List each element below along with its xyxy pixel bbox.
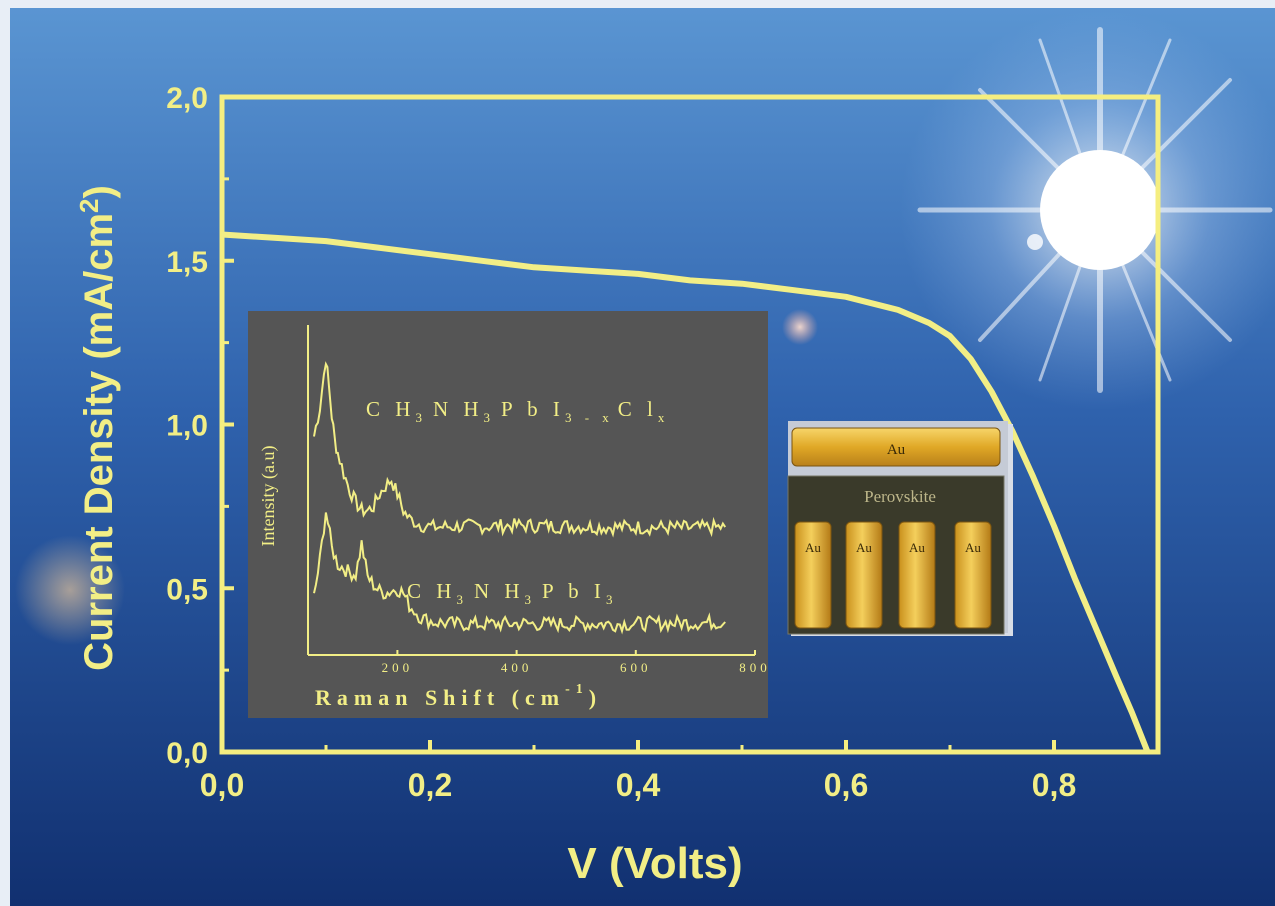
au-label-2: Au bbox=[856, 540, 872, 555]
main-y-tick-label: 0,0 bbox=[166, 737, 208, 770]
device-schematic: Au Perovskite Au Au Au Au bbox=[787, 421, 1013, 636]
au-label-3: Au bbox=[909, 540, 925, 555]
main-y-axis-label: Current Density (mA/cm2) bbox=[74, 185, 121, 671]
lbl-cl-4: P b I bbox=[501, 397, 565, 421]
inset-x-axis-label: Raman Shift (cm-1) bbox=[315, 682, 602, 710]
main-y-tick-label: 0,5 bbox=[166, 573, 208, 606]
lbl-i3-0: C H bbox=[407, 579, 456, 603]
raman-series-cl bbox=[313, 361, 727, 538]
main-chart: 0,0 0,2 0,4 0,6 0,8 0,0 0,5 1,0 1,5 2,0 V (Volts)… bbox=[74, 82, 1161, 888]
inset-x-label-close: ) bbox=[589, 685, 602, 710]
inset-x-tick-label: 200 bbox=[382, 660, 414, 675]
lbl-i3-1: 3 bbox=[456, 592, 468, 607]
top-au-label: Au bbox=[887, 442, 906, 458]
raman-inset: 200 400 600 800 Intensity (a.u) Raman Shift… bbox=[248, 311, 771, 718]
lbl-i3-2: N H bbox=[474, 579, 525, 603]
main-x-tick-label: 0,6 bbox=[824, 767, 868, 803]
main-x-tick-label: 0,8 bbox=[1032, 767, 1076, 803]
main-x-tick-label: 0,4 bbox=[616, 767, 661, 803]
bottom-au-contacts: Au Au Au Au bbox=[794, 521, 992, 629]
lbl-cl-7: x bbox=[658, 410, 670, 425]
lbl-cl-2: N H bbox=[433, 397, 484, 421]
main-x-tick-label: 0,2 bbox=[408, 767, 452, 803]
y-label-sup: 2 bbox=[74, 198, 104, 212]
main-x-axis-label: V (Volts) bbox=[567, 839, 742, 888]
y-label-close: ) bbox=[77, 185, 121, 198]
lbl-i3-4: P b I bbox=[542, 579, 606, 603]
top-au-contact bbox=[791, 427, 1001, 467]
left-lens-glow bbox=[15, 535, 125, 645]
lbl-cl-1: 3 bbox=[415, 410, 427, 425]
inset-x-tick-label: 800 bbox=[739, 660, 771, 675]
lbl-i3-5: 3 bbox=[606, 592, 618, 607]
lbl-cl-6: C l bbox=[618, 397, 658, 421]
sun-icon bbox=[900, 10, 1275, 410]
inset-x-label-base: Raman Shift (cm bbox=[315, 685, 565, 710]
jv-curve bbox=[221, 231, 1151, 754]
lbl-cl-0: C H bbox=[366, 397, 415, 421]
lbl-cl-5: 3 - x bbox=[565, 410, 614, 425]
lbl-cl-3: 3 bbox=[484, 410, 496, 425]
main-y-tick-label: 1,5 bbox=[166, 246, 208, 279]
au-electrode-3 bbox=[898, 521, 936, 629]
raman-series-i3 bbox=[313, 512, 726, 635]
main-ticks: 0,0 0,2 0,4 0,6 0,8 0,0 0,5 1,0 1,5 2,0 bbox=[166, 82, 1160, 803]
main-y-tick-label: 2,0 bbox=[166, 82, 208, 115]
inset-ticks: 200 400 600 800 bbox=[382, 650, 771, 675]
au-electrode-1 bbox=[794, 521, 832, 629]
au-label-4: Au bbox=[965, 540, 981, 555]
au-electrode-2 bbox=[845, 521, 883, 629]
inset-background bbox=[248, 311, 768, 718]
y-label-base: Current Density (mA/cm bbox=[77, 213, 121, 671]
inset-x-label-sup: -1 bbox=[565, 682, 589, 697]
lens-flare bbox=[782, 309, 818, 345]
inset-y-axis-label: Intensity (a.u) bbox=[258, 446, 279, 547]
main-x-tick-label: 0,0 bbox=[200, 767, 244, 803]
inset-x-tick-label: 400 bbox=[501, 660, 533, 675]
series-label-i3: C H3 N H3 P b I3 bbox=[407, 579, 617, 607]
perovskite-label: Perovskite bbox=[864, 487, 936, 506]
lbl-i3-3: 3 bbox=[525, 592, 537, 607]
main-y-tick-label: 1,0 bbox=[166, 410, 208, 443]
au-electrode-4 bbox=[954, 521, 992, 629]
inset-x-tick-label: 600 bbox=[620, 660, 652, 675]
au-label-1: Au bbox=[805, 540, 821, 555]
